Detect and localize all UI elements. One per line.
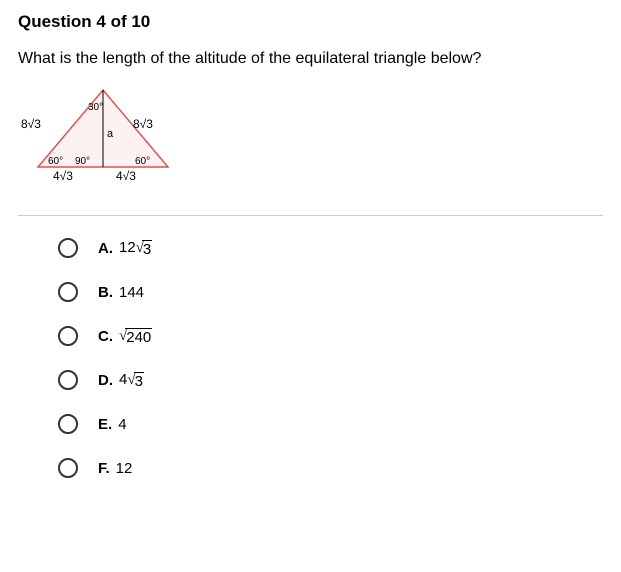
option-value: 144 [119, 284, 144, 301]
base-half-right-label: 4√3 [116, 169, 136, 183]
triangle-diagram: 8√3 30° 8√3 a 60° 90° 60° 4√3 4√3 [18, 82, 603, 197]
base-half-left-label: 4√3 [53, 169, 73, 183]
radio-icon[interactable] [58, 282, 78, 302]
radio-icon[interactable] [58, 458, 78, 478]
option-letter: B. [98, 284, 113, 301]
option-a[interactable]: A. 12√3 [58, 238, 603, 258]
option-letter: F. [98, 460, 110, 477]
question-header: Question 4 of 10 [18, 12, 603, 32]
altitude-label: a [107, 128, 114, 140]
radio-icon[interactable] [58, 370, 78, 390]
option-letter: A. [98, 240, 113, 257]
option-letter: D. [98, 372, 113, 389]
option-value: 4√3 [119, 371, 144, 390]
option-c[interactable]: C. √240 [58, 326, 603, 346]
apex-angle-label: 30° [88, 102, 103, 113]
base-right-angle-label: 60° [135, 156, 150, 167]
radio-icon[interactable] [58, 414, 78, 434]
option-letter: C. [98, 328, 113, 345]
question-text: What is the length of the altitude of th… [18, 50, 603, 68]
option-letter: E. [98, 416, 112, 433]
option-value: 12√3 [119, 239, 152, 258]
side-right-label: 8√3 [133, 117, 153, 131]
radio-icon[interactable] [58, 238, 78, 258]
radio-icon[interactable] [58, 326, 78, 346]
option-value: 12 [116, 460, 133, 477]
base-left-angle-label: 60° [48, 156, 63, 167]
section-divider [18, 215, 603, 216]
option-value: 4 [118, 416, 126, 433]
option-e[interactable]: E. 4 [58, 414, 603, 434]
option-value: √240 [119, 327, 152, 346]
side-left-label: 8√3 [21, 117, 41, 131]
option-f[interactable]: F. 12 [58, 458, 603, 478]
right-angle-label: 90° [75, 156, 90, 167]
option-d[interactable]: D. 4√3 [58, 370, 603, 390]
answer-options: A. 12√3 B. 144 C. √240 D. 4√3 E. 4 F. 12 [18, 238, 603, 478]
option-b[interactable]: B. 144 [58, 282, 603, 302]
